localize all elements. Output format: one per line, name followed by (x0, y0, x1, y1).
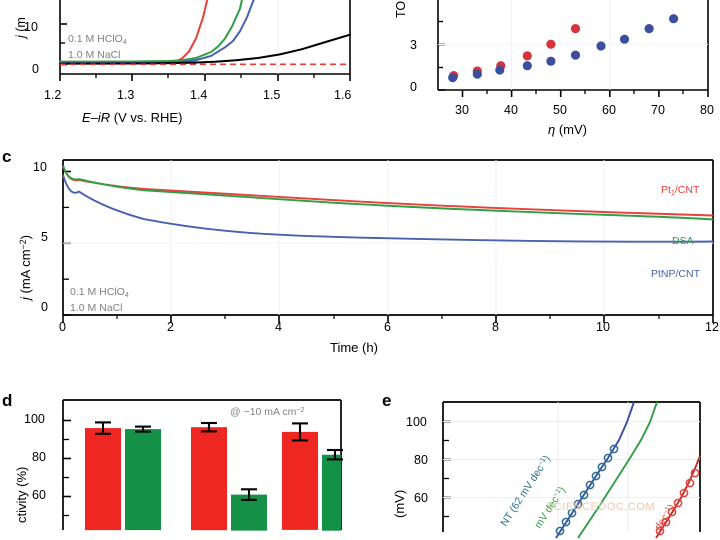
panel-b-ytick-0: 0 (410, 80, 417, 94)
panel-b-y-axis-label: TO (394, 0, 408, 18)
panel-d-ytick-60: 60 (32, 488, 46, 502)
panel-a-x-axis-label: E–iR (V vs. RHE) (82, 110, 183, 125)
bar-red-3 (282, 431, 318, 530)
panel-a-xtick-3: 1.4 (190, 88, 208, 102)
panel-d: d ctivity (%) 100 80 60 @ ~10 mA cm−2 (0, 390, 360, 531)
panel-b-xtick-80: 80 (700, 103, 714, 117)
bar-green-3 (322, 454, 341, 531)
panel-d-plot-area (62, 399, 343, 531)
panel-b-ytick-3: 3 (410, 38, 417, 52)
panel-c-plot-area (62, 159, 714, 323)
panel-e-ytick-60: 60 (414, 491, 428, 505)
panel-d-letter: d (2, 391, 13, 410)
panel-a-xtick-1: 1.2 (44, 88, 62, 102)
panel-e: e (mV) 100 80 60 (380, 390, 720, 539)
panel-b-x-axis-label: η (mV) (548, 122, 587, 137)
panel-c-x-axis-label: Time (h) (330, 340, 378, 355)
panel-c-y-axis-label: j (mA cm−2) (18, 235, 33, 300)
bar-red-1 (85, 428, 121, 531)
panel-d-condition-note: @ ~10 mA cm−2 (230, 406, 305, 419)
panel-d-ytick-100: 100 (24, 412, 45, 426)
panel-c-xtick-0: 0 (59, 320, 66, 334)
panel-c-xtick-4: 4 (275, 320, 282, 334)
panel-b-xtick-70: 70 (651, 103, 665, 117)
panel-c-xtick-6: 6 (384, 320, 391, 334)
panel-a-ytick-10: 10 (24, 20, 38, 34)
panel-c-electrolyte-note-1: 0.1 M HClO4 (70, 286, 129, 299)
panel-b-xtick-40: 40 (504, 103, 518, 117)
panel-d-ytick-80: 80 (32, 450, 46, 464)
panel-c-series-label-dsa: DSA (672, 235, 694, 247)
panel-a-electrolyte-note-1: 0.1 M HClO4 (68, 33, 127, 46)
panel-c-electrolyte-note-2: 1.0 M NaCl (70, 302, 123, 314)
panel-c-series-label-ptnpcnt: PtNP/CNT (651, 268, 701, 280)
panel-e-ytick-80: 80 (414, 453, 428, 467)
panel-c-xtick-2: 2 (167, 320, 174, 334)
watermark: SCIENCEDOC.COM (546, 501, 656, 513)
panel-a: j (m 10 0 0.1 M HClO4 1.0 M NaCl (0, 0, 360, 140)
panel-a-xtick-5: 1.6 (334, 88, 352, 102)
panel-d-y-axis-label: ctivity (%) (14, 466, 29, 523)
panel-c: c j (mA cm−2) 10 5 0 0.1 M HClO4 1.0 M N… (0, 145, 720, 385)
panel-c-xtick-12: 12 (705, 320, 719, 334)
panel-e-letter: e (382, 391, 392, 410)
panel-a-xtick-4: 1.5 (263, 88, 281, 102)
panel-a-plot-area (59, 0, 351, 81)
panel-a-ytick-0: 0 (32, 62, 39, 76)
panel-b-xtick-30: 30 (455, 103, 469, 117)
panel-e-y-axis-label: (mV) (392, 489, 407, 518)
panel-e-ytick-100: 100 (406, 415, 427, 429)
panel-c-xtick-10: 10 (596, 320, 610, 334)
panel-a-electrolyte-note-2: 1.0 M NaCl (68, 49, 121, 61)
panel-e-plot-area (442, 401, 701, 539)
panel-c-ytick-5: 5 (41, 230, 48, 244)
panel-b-xtick-50: 50 (553, 103, 567, 117)
panel-a-xtick-2: 1.3 (117, 88, 135, 102)
panel-c-series-label-pt1cnt: Pt1/CNT (661, 184, 700, 197)
panel-b-xtick-60: 60 (602, 103, 616, 117)
panel-c-ytick-10: 10 (33, 160, 47, 174)
panel-c-xtick-8: 8 (492, 320, 499, 334)
panel-b-plot-area (437, 0, 709, 97)
bar-red-2 (191, 427, 227, 531)
panel-c-ytick-0: 0 (41, 300, 48, 314)
panel-c-letter: c (2, 147, 12, 166)
bar-green-1 (125, 429, 161, 531)
panel-b: TO 3 0 (380, 0, 720, 140)
